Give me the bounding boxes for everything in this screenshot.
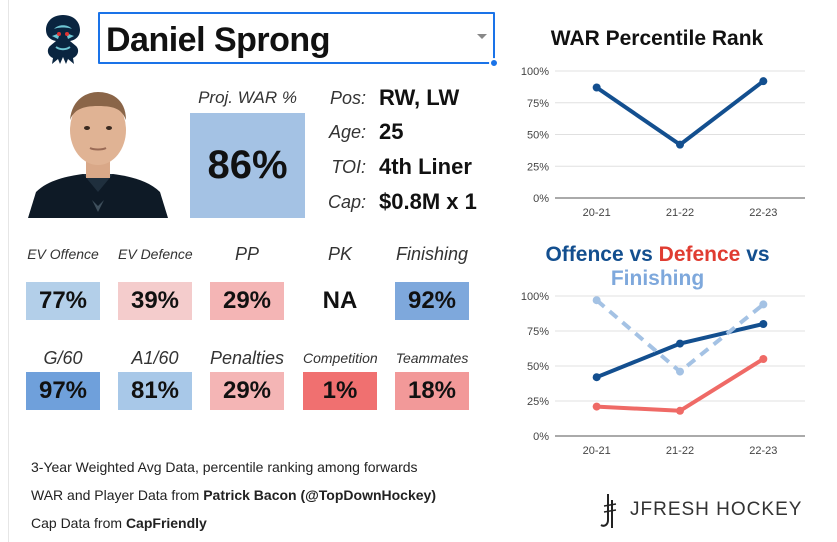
info-value-cap: $0.8M x 1 [379, 189, 477, 214]
x-tick-label: 22-23 [749, 207, 777, 219]
stat-value-pp: 29% [210, 282, 284, 320]
stat-label-ev-offence: EV Offence [27, 246, 99, 262]
stat-value-competition: 1% [303, 372, 377, 410]
brand-name: JFRESH HOCKEY [630, 499, 802, 520]
data-point [676, 140, 684, 149]
data-point [592, 373, 601, 382]
stat-value-ev-defence: 39% [118, 282, 192, 320]
data-point [592, 296, 601, 305]
stat-label-ev-defence: EV Defence [118, 246, 193, 262]
proj-war-value: 86% [190, 113, 305, 218]
jfresh-mark-icon [600, 494, 609, 527]
series-line-2 [595, 298, 765, 374]
data-point [759, 320, 768, 328]
chart1-title: WAR Percentile Rank [550, 27, 764, 50]
x-tick-label: 22-23 [749, 445, 777, 457]
stat-label-competition: Competition [303, 350, 378, 366]
chevron-down-icon[interactable] [477, 34, 487, 39]
footer-cap-prefix: Cap Data from [31, 515, 126, 531]
stat-value-ev-offence: 77% [26, 282, 100, 320]
y-tick-label: 100% [521, 66, 549, 78]
sheet-gridline [8, 0, 9, 542]
stat-label-pp: PP [234, 244, 259, 264]
stat-label-teammates: Teammates [395, 350, 469, 366]
stat-label-g60: G/60 [43, 348, 83, 368]
x-tick-label: 21-22 [666, 445, 694, 457]
war-percentile-chart: 0% 25% 50% 75% 100% 20-21 21-22 22-23 [521, 66, 805, 219]
footer-war-author: Patrick Bacon (@TopDownHockey) [203, 487, 436, 503]
stat-value-g60: 97% [26, 372, 100, 410]
chart2-title-vs1: vs [623, 243, 659, 266]
data-point [592, 83, 601, 92]
kraken-logo-icon [46, 15, 80, 64]
y-tick-label: 25% [527, 161, 549, 173]
footer-war-prefix: WAR and Player Data from [31, 487, 204, 503]
stat-value-finishing: 92% [395, 282, 469, 320]
proj-war-label: Proj. WAR % [198, 88, 297, 107]
footer-cap-source: Cap Data from CapFriendly [31, 515, 207, 531]
data-point [759, 355, 768, 363]
footer-cap-author: CapFriendly [125, 515, 207, 531]
y-tick-label: 0% [533, 193, 549, 205]
cell-selection-handle[interactable] [489, 58, 499, 68]
y-tick-label: 50% [527, 130, 549, 142]
chart2-title-defence: Defence [658, 243, 741, 266]
chart2-title-finishing: Finishing [610, 267, 705, 290]
info-label-age: Age: [328, 122, 366, 142]
chart2-title-vs2: vs [740, 243, 770, 266]
info-label-toi: TOI: [331, 157, 366, 177]
stat-value-teammates: 18% [395, 372, 469, 410]
stat-label-finishing: Finishing [395, 244, 469, 264]
data-point [759, 77, 768, 86]
player-photo [28, 92, 168, 218]
x-tick-label: 20-21 [583, 445, 611, 457]
stat-value-pk: NA [303, 282, 377, 320]
y-tick-label: 0% [533, 431, 549, 443]
chart2-title: Offence vs Defence vs Finishing [500, 243, 815, 291]
footer-note: 3-Year Weighted Avg Data, percentile ran… [31, 459, 418, 475]
data-point [676, 406, 684, 415]
y-tick-label: 75% [527, 326, 549, 338]
info-label-cap: Cap: [328, 192, 367, 212]
stat-label-penalties: Penalties [210, 348, 285, 368]
stat-label-a160: A1/60 [131, 348, 179, 368]
info-value-toi: 4th Liner [379, 154, 472, 179]
player-name: Daniel Sprong [106, 21, 330, 59]
info-value-age: 25 [379, 119, 404, 144]
footer-war-source: WAR and Player Data from Patrick Bacon (… [31, 487, 436, 503]
data-point [676, 367, 684, 376]
y-tick-label: 100% [521, 291, 549, 303]
series-line-0 [595, 79, 765, 147]
x-tick-label: 20-21 [583, 207, 611, 219]
chart2-title-offence: Offence [545, 243, 624, 266]
data-point [676, 339, 684, 348]
player-name-dropdown[interactable]: Daniel Sprong [98, 12, 495, 64]
info-label-pos: Pos: [329, 88, 366, 108]
x-tick-label: 21-22 [666, 207, 694, 219]
offence-defence-finishing-chart: 0% 25% 50% 75% 100% 20-21 21-22 22-23 [521, 291, 805, 457]
stat-value-a160: 81% [118, 372, 192, 410]
y-tick-label: 25% [527, 396, 549, 408]
stat-value-penalties: 29% [210, 372, 284, 410]
jfresh-hockey-logo: JFRESH HOCKEY [600, 494, 802, 528]
info-value-pos: RW, LW [379, 85, 460, 110]
y-tick-label: 75% [527, 98, 549, 110]
y-tick-label: 50% [527, 361, 549, 373]
data-point [759, 300, 768, 309]
data-point [592, 402, 601, 411]
stat-label-pk: PK [327, 244, 352, 264]
